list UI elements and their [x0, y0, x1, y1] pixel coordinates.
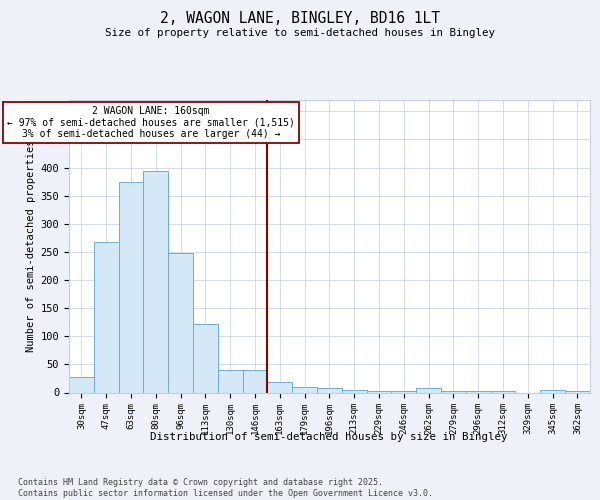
Text: Contains HM Land Registry data © Crown copyright and database right 2025.
Contai: Contains HM Land Registry data © Crown c…: [18, 478, 433, 498]
Y-axis label: Number of semi-detached properties: Number of semi-detached properties: [26, 140, 37, 352]
Bar: [218, 370, 242, 392]
Bar: [268, 382, 292, 392]
Text: 2, WAGON LANE, BINGLEY, BD16 1LT: 2, WAGON LANE, BINGLEY, BD16 1LT: [160, 11, 440, 26]
Bar: [466, 391, 491, 392]
Bar: [416, 388, 441, 392]
Bar: [119, 182, 143, 392]
Bar: [565, 391, 590, 392]
Bar: [94, 242, 119, 392]
Text: 2 WAGON LANE: 160sqm
← 97% of semi-detached houses are smaller (1,515)
3% of sem: 2 WAGON LANE: 160sqm ← 97% of semi-detac…: [7, 106, 295, 139]
Bar: [143, 172, 168, 392]
Bar: [441, 391, 466, 392]
Bar: [491, 391, 515, 392]
Bar: [69, 378, 94, 392]
Bar: [317, 388, 342, 392]
Bar: [540, 390, 565, 392]
Text: Distribution of semi-detached houses by size in Bingley: Distribution of semi-detached houses by …: [150, 432, 508, 442]
Bar: [292, 387, 317, 392]
Bar: [342, 390, 367, 392]
Bar: [391, 391, 416, 392]
Bar: [193, 324, 218, 392]
Text: Size of property relative to semi-detached houses in Bingley: Size of property relative to semi-detach…: [105, 28, 495, 38]
Bar: [168, 253, 193, 392]
Bar: [242, 370, 268, 392]
Bar: [367, 391, 391, 392]
